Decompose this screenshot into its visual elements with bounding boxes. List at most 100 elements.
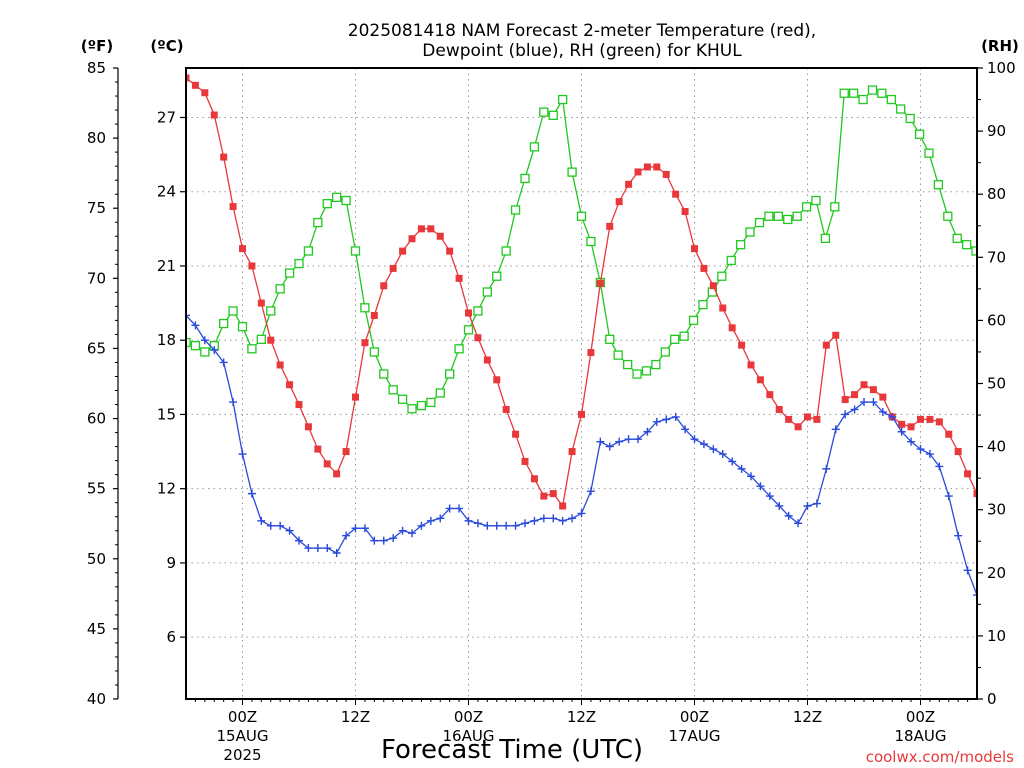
fahrenheit-tick-label: 75 [87, 199, 106, 217]
temperature-point [869, 386, 877, 394]
dewpoint-point [860, 398, 868, 407]
dewpoint-point [831, 425, 840, 434]
rh-point [322, 199, 332, 209]
rh-point [190, 340, 201, 351]
fahrenheit-tick-label: 50 [87, 550, 106, 568]
dewpoint-point [210, 346, 219, 355]
temperature-point [785, 415, 793, 423]
time-tick-label: 00Z [906, 708, 935, 726]
dewpoint-point [916, 445, 925, 454]
temperature-point [766, 391, 774, 399]
dewpoint-point [464, 516, 473, 525]
celsius-tick-label: 12 [157, 480, 176, 498]
rh-point [520, 173, 530, 184]
rh-point [482, 287, 492, 297]
rh-tick-label: 10 [987, 627, 1006, 645]
dewpoint-point [200, 336, 209, 345]
dewpoint-point [360, 524, 369, 533]
rh-point [397, 394, 408, 404]
rh-axis: 0 10 20 30 40 50 60 70 80 90 100 [977, 59, 1016, 708]
celsius-tick-label: 6 [166, 628, 176, 646]
fahrenheit-tick-label: 70 [87, 269, 106, 287]
dewpoint-point [436, 514, 445, 523]
temperature-point [643, 163, 651, 171]
dewpoint-point [869, 398, 878, 407]
dewpoint-point [558, 516, 567, 525]
rh-point [529, 142, 540, 152]
dewpoint-point [191, 321, 200, 330]
temperature-point [851, 391, 859, 399]
rh-tick-label: 80 [987, 185, 1006, 203]
temperature-point [917, 415, 924, 423]
temperature-point [578, 410, 585, 418]
temperature-point [691, 245, 698, 253]
rh-point [548, 110, 558, 120]
rh-point [435, 388, 445, 398]
fahrenheit-tick-label: 60 [87, 410, 106, 428]
dewpoint-point [596, 437, 605, 446]
temperature-point [935, 418, 943, 426]
dewpoint-point [634, 435, 642, 444]
temperature-point [794, 423, 802, 431]
rh-point [801, 202, 812, 212]
rh-point [407, 404, 417, 414]
dewpoint-point [304, 544, 313, 553]
rh-point [341, 195, 351, 206]
dewpoint-point [266, 521, 275, 530]
rh-point [811, 195, 821, 206]
dewpoint-point [841, 410, 850, 419]
rh-point [350, 246, 361, 256]
dewpoint-point [699, 440, 708, 449]
grid-lines [186, 68, 977, 699]
celsius-unit-label: (ºC) [150, 37, 183, 55]
rh-tick-label: 70 [987, 248, 1006, 266]
celsius-tick-label: 15 [157, 405, 176, 423]
rh-tick-label: 90 [987, 122, 1006, 140]
temperature-point [304, 423, 312, 431]
fahrenheit-axis: 40 45 50 55 60 65 70 75 80 85 [87, 59, 119, 708]
celsius-axis: 6 9 12 15 18 21 24 27 [157, 108, 186, 646]
rh-point [266, 306, 276, 316]
dewpoint-point [681, 425, 690, 434]
dewpoint-point [285, 526, 294, 535]
temperature-point [841, 396, 849, 404]
rh-point [539, 107, 549, 117]
dewpoint-point [586, 487, 595, 496]
temperature-point [672, 190, 680, 198]
temperature-point [389, 264, 397, 272]
rh-point [463, 325, 474, 335]
rh-point [679, 331, 689, 341]
rh-point [764, 211, 774, 221]
rh-point [576, 211, 587, 221]
rh-point [952, 233, 962, 244]
rh-point [445, 369, 455, 379]
rh-point [735, 240, 746, 250]
temperature-point [248, 262, 256, 270]
dewpoint-point [530, 516, 539, 525]
date-tick-label: 17AUG [669, 727, 721, 745]
rh-tick-label: 50 [987, 375, 1006, 393]
rh-point [501, 246, 511, 256]
temperature-point [220, 153, 228, 161]
dewpoint-point [539, 514, 548, 523]
rh-point [284, 268, 295, 278]
temperature-point [521, 457, 529, 465]
rh-tick-label: 20 [987, 564, 1006, 582]
dewpoint-point [992, 650, 1000, 658]
temperature-point [267, 336, 275, 344]
rh-tick-label: 0 [987, 690, 997, 708]
dewpoint-point [313, 544, 322, 553]
dewpoint-point [351, 524, 360, 533]
rh-point [886, 94, 896, 105]
rh-tick-label: 40 [987, 438, 1006, 456]
dewpoint-point [765, 492, 774, 501]
temperature-line [186, 77, 977, 508]
dewpoint-point [417, 521, 426, 530]
temperature-point [615, 198, 623, 206]
rh-point [933, 180, 944, 190]
celsius-tick-label: 27 [157, 108, 176, 126]
dewpoint-point [728, 457, 737, 466]
rh-point [914, 129, 925, 139]
temperature-point [474, 334, 482, 342]
dewpoint-point [521, 519, 529, 528]
